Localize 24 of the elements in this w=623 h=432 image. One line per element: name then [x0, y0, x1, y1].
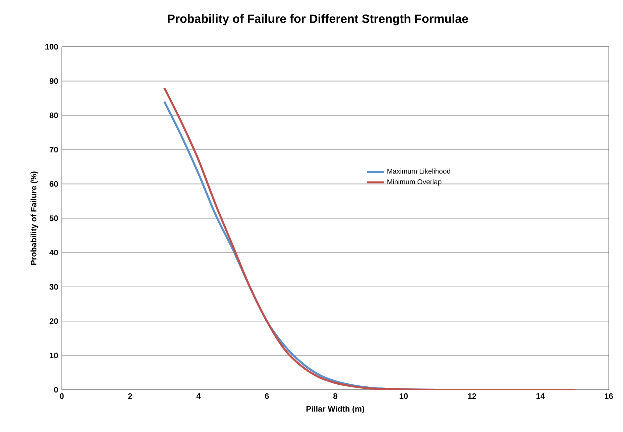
y-tick-label: 0	[54, 387, 58, 393]
y-tick-label: 80	[50, 112, 58, 118]
y-tick-label: 50	[50, 216, 58, 222]
y-tick-label: 60	[50, 181, 58, 188]
x-tick-label: 2	[128, 394, 132, 400]
y-tick-label: 10	[50, 352, 58, 359]
x-tick-label: 16	[605, 394, 614, 400]
x-tick-label: 8	[334, 394, 338, 400]
x-tick-label: 12	[468, 394, 476, 400]
x-tick-label: 4	[196, 394, 201, 400]
y-tick-label: 90	[50, 78, 58, 84]
x-tick-label: 0	[60, 394, 64, 400]
y-axis-title: Probability of Failure (%)	[30, 172, 38, 266]
y-tick-label: 30	[50, 284, 58, 290]
x-tick-label: 14	[536, 394, 546, 400]
y-tick-label: 70	[50, 147, 58, 153]
chart-title: Probability of Failure for Different Strength Formulae	[168, 14, 468, 26]
x-tick-label: 10	[400, 394, 408, 400]
x-axis-title: Pillar Width (m)	[306, 406, 364, 414]
y-tick-label: 40	[50, 250, 58, 256]
y-tick-label: 100	[46, 44, 58, 50]
y-tick-label: 20	[50, 318, 58, 324]
line-series	[164, 87, 576, 390]
x-tick-label: 6	[265, 394, 270, 400]
